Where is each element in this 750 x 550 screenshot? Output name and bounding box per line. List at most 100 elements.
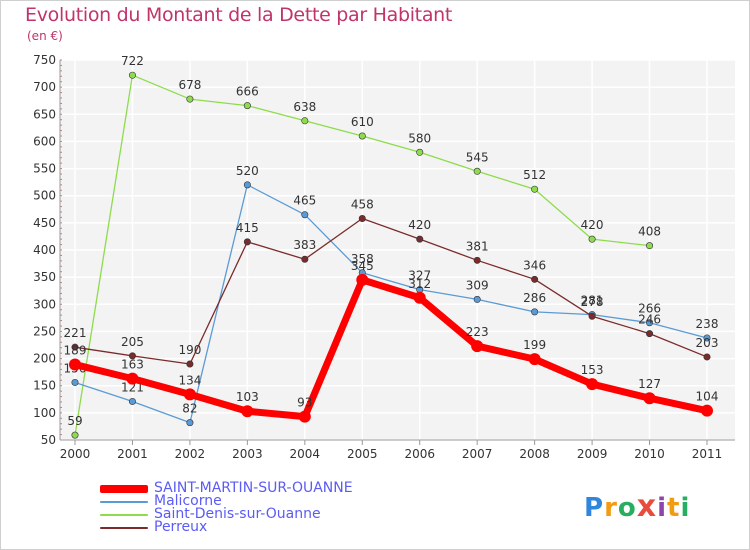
data-label-saint-denis-sur-ouanne: 512 (523, 168, 546, 182)
legend-item-perreux: Perreux (100, 519, 353, 535)
data-point-saint-denis-sur-ouanne (186, 95, 194, 103)
y-tick-label: 450 (33, 216, 56, 230)
data-point-saint-martin-sur-ouanne (126, 372, 139, 385)
legend-label: Perreux (154, 519, 208, 535)
proxiti-logo: Proxiti (584, 489, 691, 524)
data-label-saint-martin-sur-ouanne: 93 (297, 396, 312, 410)
y-tick-label: 100 (33, 406, 56, 420)
data-label-saint-denis-sur-ouanne: 580 (408, 131, 431, 145)
data-label-saint-martin-sur-ouanne: 199 (523, 338, 546, 352)
data-label-malicorne: 358 (351, 252, 374, 266)
data-point-saint-denis-sur-ouanne (243, 102, 251, 110)
x-tick-label: 2003 (232, 447, 263, 461)
data-point-saint-martin-sur-ouanne (528, 353, 541, 366)
series-line-malicorne (74, 184, 708, 424)
data-point-saint-denis-sur-ouanne (71, 431, 79, 439)
data-point-saint-denis-sur-ouanne (358, 132, 366, 140)
legend-item-saint-denis: Saint-Denis-sur-Ouanne (100, 506, 353, 522)
data-point-saint-martin-sur-ouanne (701, 404, 713, 417)
data-label-saint-denis-sur-ouanne: 678 (178, 78, 201, 92)
data-label-malicorne: 309 (466, 278, 489, 292)
data-point-malicorne (703, 334, 711, 342)
data-point-saint-martin-sur-ouanne (586, 378, 599, 391)
y-tick-label: 650 (33, 107, 56, 121)
data-point-saint-martin-sur-ouanne (471, 340, 484, 353)
data-point-malicorne (243, 181, 251, 189)
data-label-saint-denis-sur-ouanne: 59 (67, 414, 82, 428)
legend-label: SAINT-MARTIN-SUR-OUANNE (154, 480, 353, 496)
x-tick-label: 2005 (347, 447, 378, 461)
y-tick-label: 200 (33, 352, 56, 366)
data-label-saint-martin-sur-ouanne: 103 (236, 390, 259, 404)
data-point-saint-martin-sur-ouanne (643, 392, 656, 405)
data-point-saint-denis-sur-ouanne (588, 235, 596, 243)
unit-label: (en €) (27, 29, 63, 43)
data-point-saint-denis-sur-ouanne (531, 185, 539, 193)
legend: SAINT-MARTIN-SUR-OUANNE Malicorne Saint-… (100, 480, 353, 535)
y-tick-label: 50 (41, 433, 56, 447)
data-point-perreux (71, 343, 79, 351)
data-label-saint-martin-sur-ouanne: 312 (408, 277, 431, 291)
x-tick-label: 2007 (462, 447, 493, 461)
data-point-perreux (186, 360, 194, 368)
x-tick-label: 2011 (692, 447, 723, 461)
data-point-malicorne (473, 295, 481, 303)
data-label-saint-martin-sur-ouanne: 345 (351, 259, 374, 273)
data-label-saint-martin-sur-ouanne: 134 (178, 373, 201, 387)
data-point-saint-martin-sur-ouanne (413, 291, 426, 304)
data-label-malicorne: 520 (236, 164, 259, 178)
series-line-saint-martin-sur-ouanne (74, 276, 708, 421)
data-label-saint-denis-sur-ouanne: 666 (236, 85, 259, 99)
data-label-saint-martin-sur-ouanne: 104 (696, 390, 719, 404)
legend-label: Saint-Denis-sur-Ouanne (154, 506, 321, 522)
legend-item-saint-martin: SAINT-MARTIN-SUR-OUANNE (100, 480, 353, 496)
data-label-perreux: 205 (121, 335, 144, 349)
data-point-malicorne (186, 419, 194, 427)
data-point-malicorne (531, 308, 539, 316)
legend-swatch-saint-martin (100, 484, 148, 493)
data-label-saint-denis-sur-ouanne: 638 (293, 100, 316, 114)
data-label-saint-martin-sur-ouanne: 163 (121, 358, 144, 372)
chart-title: Evolution du Montant de la Dette par Hab… (25, 4, 453, 26)
data-point-perreux (531, 275, 539, 283)
x-tick-label: 2004 (290, 447, 321, 461)
data-label-malicorne: 281 (581, 294, 604, 308)
y-tick-label: 600 (33, 134, 56, 148)
x-tick-label: 2000 (60, 447, 91, 461)
series-line-perreux (74, 217, 708, 365)
x-tick-label: 2009 (577, 447, 608, 461)
y-tick-label: 250 (33, 324, 56, 338)
x-tick-label: 2008 (519, 447, 550, 461)
data-label-perreux: 246 (638, 313, 661, 327)
y-tick-label: 500 (33, 189, 56, 203)
y-tick-label: 550 (33, 162, 56, 176)
x-tick-label: 2001 (117, 447, 148, 461)
data-point-saint-denis-sur-ouanne (128, 71, 136, 79)
legend-swatch-saint-denis (100, 513, 148, 516)
data-label-perreux: 458 (351, 198, 374, 212)
x-tick-label: 2010 (634, 447, 665, 461)
data-label-perreux: 346 (523, 258, 546, 272)
data-point-saint-denis-sur-ouanne (473, 167, 481, 175)
data-point-perreux (703, 353, 711, 361)
data-label-saint-martin-sur-ouanne: 127 (638, 377, 661, 391)
y-tick-label: 350 (33, 270, 56, 284)
data-label-perreux: 190 (178, 343, 201, 357)
data-label-perreux: 383 (293, 238, 316, 252)
data-point-perreux (358, 215, 366, 223)
y-tick-label: 700 (33, 80, 56, 94)
data-label-saint-denis-sur-ouanne: 610 (351, 115, 374, 129)
data-point-perreux (473, 256, 481, 264)
legend-item-malicorne: Malicorne (100, 494, 353, 508)
data-label-perreux: 278 (581, 295, 604, 309)
data-point-malicorne (646, 319, 654, 327)
data-point-malicorne (128, 397, 136, 405)
data-point-saint-denis-sur-ouanne (646, 242, 654, 250)
data-point-malicorne (71, 378, 79, 386)
data-label-saint-denis-sur-ouanne: 408 (638, 225, 661, 239)
data-label-saint-martin-sur-ouanne: 223 (466, 325, 489, 339)
x-tick-label: 2002 (175, 447, 206, 461)
data-point-perreux (416, 235, 424, 243)
data-point-perreux (646, 330, 654, 338)
